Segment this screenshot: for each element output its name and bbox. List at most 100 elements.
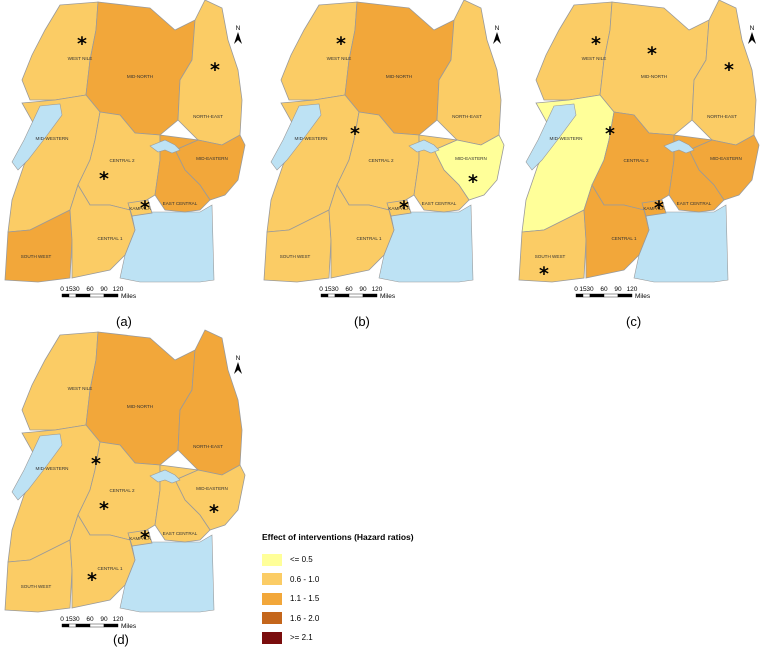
map-a: WEST NILE MID-NORTH NORTH-EAST MID-WESTERN C… <box>4 0 246 300</box>
label-mid-north: MID-NORTH <box>641 74 667 79</box>
scale-tick-60: 60 <box>600 286 608 293</box>
lake-albert <box>11 433 63 501</box>
scale-unit: Miles <box>121 293 137 300</box>
label-central-1: CENTRAL 1 <box>97 236 123 241</box>
star-west-nile: * <box>336 33 346 55</box>
map-d: WEST NILE MID-NORTH NORTH-EAST MID-WESTERN C… <box>4 329 246 630</box>
scale-tick-0: 0 <box>60 616 64 623</box>
label-central-2: CENTRAL 2 <box>368 158 394 163</box>
scale-segment <box>75 623 91 628</box>
north-arrow-label: N <box>495 25 500 32</box>
label-mid-eastern: MID-EASTERN <box>196 156 228 161</box>
scale-tick-15: 15 <box>579 286 587 293</box>
scale-tick-0: 0 <box>574 286 578 293</box>
region-north-east <box>436 0 502 146</box>
lake-victoria <box>119 204 215 283</box>
north-arrow-icon <box>234 32 242 44</box>
star-mid-western: * <box>350 123 360 145</box>
scale-tick-60: 60 <box>86 286 94 293</box>
caption-c: (c) <box>626 314 642 329</box>
scale-tick-90: 90 <box>100 286 108 293</box>
scale-segment <box>61 623 70 628</box>
label-mid-eastern: MID-EASTERN <box>196 486 228 491</box>
scale-unit: Miles <box>635 293 651 300</box>
region-east-central <box>154 464 211 543</box>
scale-segment <box>362 293 378 298</box>
scale-tick-15: 15 <box>65 616 73 623</box>
scale-segment <box>348 293 364 298</box>
region-south-west <box>4 209 73 283</box>
scale-tick-15: 15 <box>324 286 332 293</box>
scale-segment <box>334 293 350 298</box>
scale-tick-90: 90 <box>100 616 108 623</box>
star-south-west: * <box>539 263 549 285</box>
map-panel-b: WEST NILE MID-NORTH NORTH-EAST MID-WESTERN C… <box>259 0 519 300</box>
north-arrow-icon <box>748 32 756 44</box>
star-mid-eastern: * <box>468 171 478 193</box>
region-north-east <box>177 329 243 476</box>
scale-segment <box>75 293 91 298</box>
lake-albert <box>270 103 322 171</box>
legend-label-5: >= 2.1 <box>290 633 313 643</box>
star-central-1: * <box>87 569 97 591</box>
label-north-east: NORTH-EAST <box>193 444 223 449</box>
map-panel-c: WEST NILE MID-NORTH NORTH-EAST MID-WESTERN C… <box>514 0 774 300</box>
label-mid-north: MID-NORTH <box>386 74 412 79</box>
region-east-central <box>154 134 211 213</box>
scale-tick-120: 120 <box>113 286 124 293</box>
map-panel-d: WEST NILE MID-NORTH NORTH-EAST MID-WESTERN C… <box>0 329 260 630</box>
map-b: WEST NILE MID-NORTH NORTH-EAST MID-WESTERN C… <box>263 0 505 300</box>
label-central-1: CENTRAL 1 <box>356 236 382 241</box>
label-west-nile: WEST NILE <box>327 56 352 61</box>
label-central-2: CENTRAL 2 <box>109 158 135 163</box>
star-mid-western: * <box>605 123 615 145</box>
label-mid-north: MID-NORTH <box>127 74 153 79</box>
legend-row-2: 0.6 - 1.0 <box>262 570 462 590</box>
region-east-central <box>668 134 725 213</box>
label-central-2: CENTRAL 2 <box>623 158 649 163</box>
legend-label-4: 1.6 - 2.0 <box>290 613 320 623</box>
legend-row-5: >= 2.1 <box>262 628 462 648</box>
region-south-west <box>518 209 587 283</box>
label-south-west: SOUTH WEST <box>280 254 311 259</box>
scale-tick-120: 120 <box>113 616 124 623</box>
label-central-1: CENTRAL 1 <box>97 566 123 571</box>
star-west-nile: * <box>591 33 601 55</box>
legend-swatch-4 <box>262 612 282 625</box>
label-west-nile: WEST NILE <box>68 56 93 61</box>
label-kampala: KAMPALA <box>643 206 665 211</box>
lake-albert <box>525 103 577 171</box>
lake-kyoga <box>149 469 181 484</box>
region-central-1 <box>328 184 395 279</box>
label-east-central: EAST CENTRAL <box>163 531 198 536</box>
north-arrow-icon <box>493 32 501 44</box>
scale-segment <box>89 623 105 628</box>
scale-segment <box>575 293 584 298</box>
label-kampala: KAMPALA <box>129 536 151 541</box>
lake-kyoga <box>663 139 695 154</box>
north-arrow-icon <box>234 362 242 374</box>
star-central-2: * <box>99 498 109 520</box>
scale-tick-120: 120 <box>627 286 638 293</box>
scale-tick-30: 30 <box>72 286 80 293</box>
scale-tick-15: 15 <box>65 286 73 293</box>
label-kampala: KAMPALA <box>129 206 151 211</box>
star-north-east: * <box>210 59 220 81</box>
legend-swatch-2 <box>262 573 282 586</box>
star-kampala: * <box>140 527 150 549</box>
label-mid-north: MID-NORTH <box>127 404 153 409</box>
label-mid-western: MID-WESTERN <box>295 136 328 141</box>
scale-segment <box>582 293 591 298</box>
scale-segment <box>320 293 329 298</box>
label-east-central: EAST CENTRAL <box>677 201 712 206</box>
label-central-1: CENTRAL 1 <box>611 236 637 241</box>
star-mid-western: * <box>91 453 101 475</box>
scale-segment <box>327 293 336 298</box>
region-south-west <box>263 209 332 283</box>
region-east-central <box>413 134 470 213</box>
star-mid-north: * <box>647 43 657 65</box>
